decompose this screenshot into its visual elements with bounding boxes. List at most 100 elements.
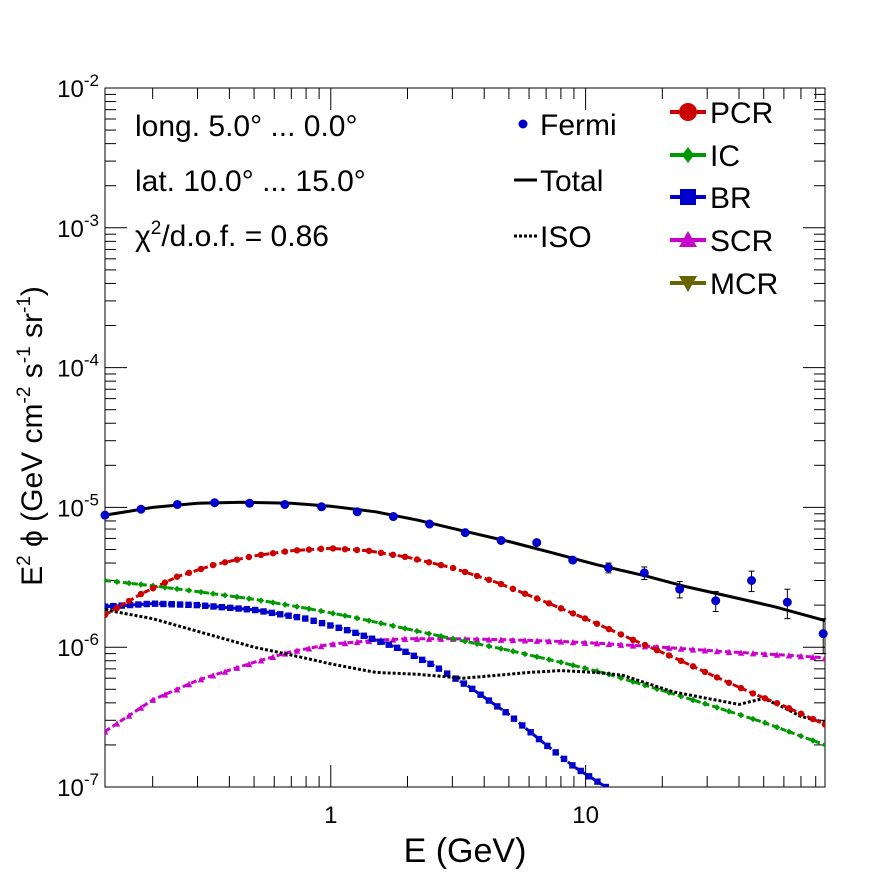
marker-scr	[521, 637, 529, 644]
legend-br-marker	[680, 189, 696, 205]
marker-br	[552, 749, 559, 756]
marker-scr	[105, 728, 109, 735]
marker-scr	[617, 641, 625, 648]
marker-ic	[173, 585, 181, 593]
fermi-point	[317, 502, 327, 512]
marker-scr	[569, 638, 577, 646]
marker-ic	[785, 728, 793, 735]
marker-br	[135, 601, 142, 608]
marker-ic	[125, 579, 133, 587]
marker-pcr	[173, 573, 181, 580]
series-ic	[105, 577, 825, 749]
series-iso	[105, 608, 825, 724]
fermi-point	[532, 538, 542, 548]
marker-ic	[437, 633, 445, 640]
marker-ic	[365, 617, 373, 624]
marker-pcr	[617, 631, 625, 638]
legend-iso-label: ISO	[540, 221, 592, 254]
fermi-point	[496, 535, 506, 545]
marker-pcr	[665, 652, 673, 659]
marker-pcr	[341, 546, 349, 553]
marker-scr	[317, 642, 325, 650]
marker-br	[585, 773, 593, 780]
marker-scr	[413, 635, 421, 642]
marker-ic	[497, 645, 505, 652]
marker-ic	[281, 601, 289, 608]
marker-br	[569, 762, 576, 769]
marker-br	[226, 604, 234, 612]
marker-scr	[545, 637, 553, 645]
marker-pcr	[137, 590, 145, 598]
marker-ic	[461, 638, 469, 645]
marker-pcr	[105, 611, 109, 619]
marker-br	[452, 675, 459, 682]
marker-pcr	[677, 657, 685, 665]
annotation-latitude: lat. 10.0° ... 15.0°	[135, 165, 366, 198]
marker-pcr	[473, 572, 481, 580]
marker-scr	[389, 636, 397, 643]
marker-pcr	[425, 559, 433, 566]
marker-ic	[137, 581, 145, 588]
marker-ic	[209, 590, 217, 597]
legend-ic-label: IC	[710, 140, 740, 173]
marker-scr	[593, 640, 601, 647]
marker-scr	[173, 686, 181, 693]
marker-ic	[545, 656, 553, 663]
marker-br	[168, 601, 175, 608]
marker-pcr	[437, 561, 445, 569]
marker-pcr	[113, 604, 121, 612]
marker-br	[110, 602, 117, 610]
marker-pcr	[161, 579, 169, 586]
marker-scr	[341, 639, 349, 647]
marker-br	[260, 608, 267, 615]
marker-ic	[581, 665, 589, 672]
marker-br	[143, 600, 150, 608]
marker-ic	[485, 643, 493, 650]
marker-scr	[557, 638, 565, 645]
marker-scr	[269, 653, 277, 661]
marker-br	[393, 644, 401, 652]
marker-scr	[353, 638, 361, 646]
marker-br	[402, 648, 409, 656]
series-pcr	[105, 545, 825, 728]
legend-scr-label: SCR	[710, 225, 773, 258]
marker-br	[535, 735, 543, 743]
marker-ic	[713, 704, 721, 711]
marker-pcr	[773, 699, 781, 707]
marker-scr	[701, 647, 709, 654]
marker-scr	[209, 672, 217, 679]
fermi-point	[424, 519, 434, 529]
fermi-point	[352, 507, 362, 517]
marker-br	[105, 603, 109, 610]
marker-br	[594, 778, 601, 785]
marker-scr	[197, 675, 205, 683]
marker-ic	[809, 737, 817, 744]
legend-pcr-marker	[679, 103, 697, 121]
marker-pcr	[821, 721, 825, 728]
marker-br	[485, 697, 493, 704]
marker-pcr	[365, 547, 373, 555]
x-tick-label: 10	[572, 802, 599, 829]
marker-pcr	[581, 615, 589, 622]
marker-ic	[221, 592, 229, 599]
fermi-point	[172, 499, 182, 509]
marker-br	[494, 703, 501, 710]
marker-br	[285, 612, 292, 619]
marker-pcr	[533, 595, 541, 602]
legend-total-label: Total	[540, 165, 603, 198]
marker-pcr	[713, 674, 721, 681]
marker-pcr	[737, 684, 745, 692]
marker-br	[577, 767, 584, 775]
marker-br	[302, 615, 309, 622]
marker-ic	[821, 741, 825, 749]
x-axis-label: E (GeV)	[404, 832, 527, 870]
marker-ic	[677, 693, 685, 700]
marker-pcr	[269, 550, 277, 557]
marker-scr	[689, 646, 697, 653]
marker-scr	[485, 636, 493, 643]
fermi-point	[711, 596, 721, 606]
y-tick-label: 10-4	[57, 351, 99, 383]
marker-pcr	[353, 546, 361, 554]
marker-ic	[401, 625, 409, 632]
